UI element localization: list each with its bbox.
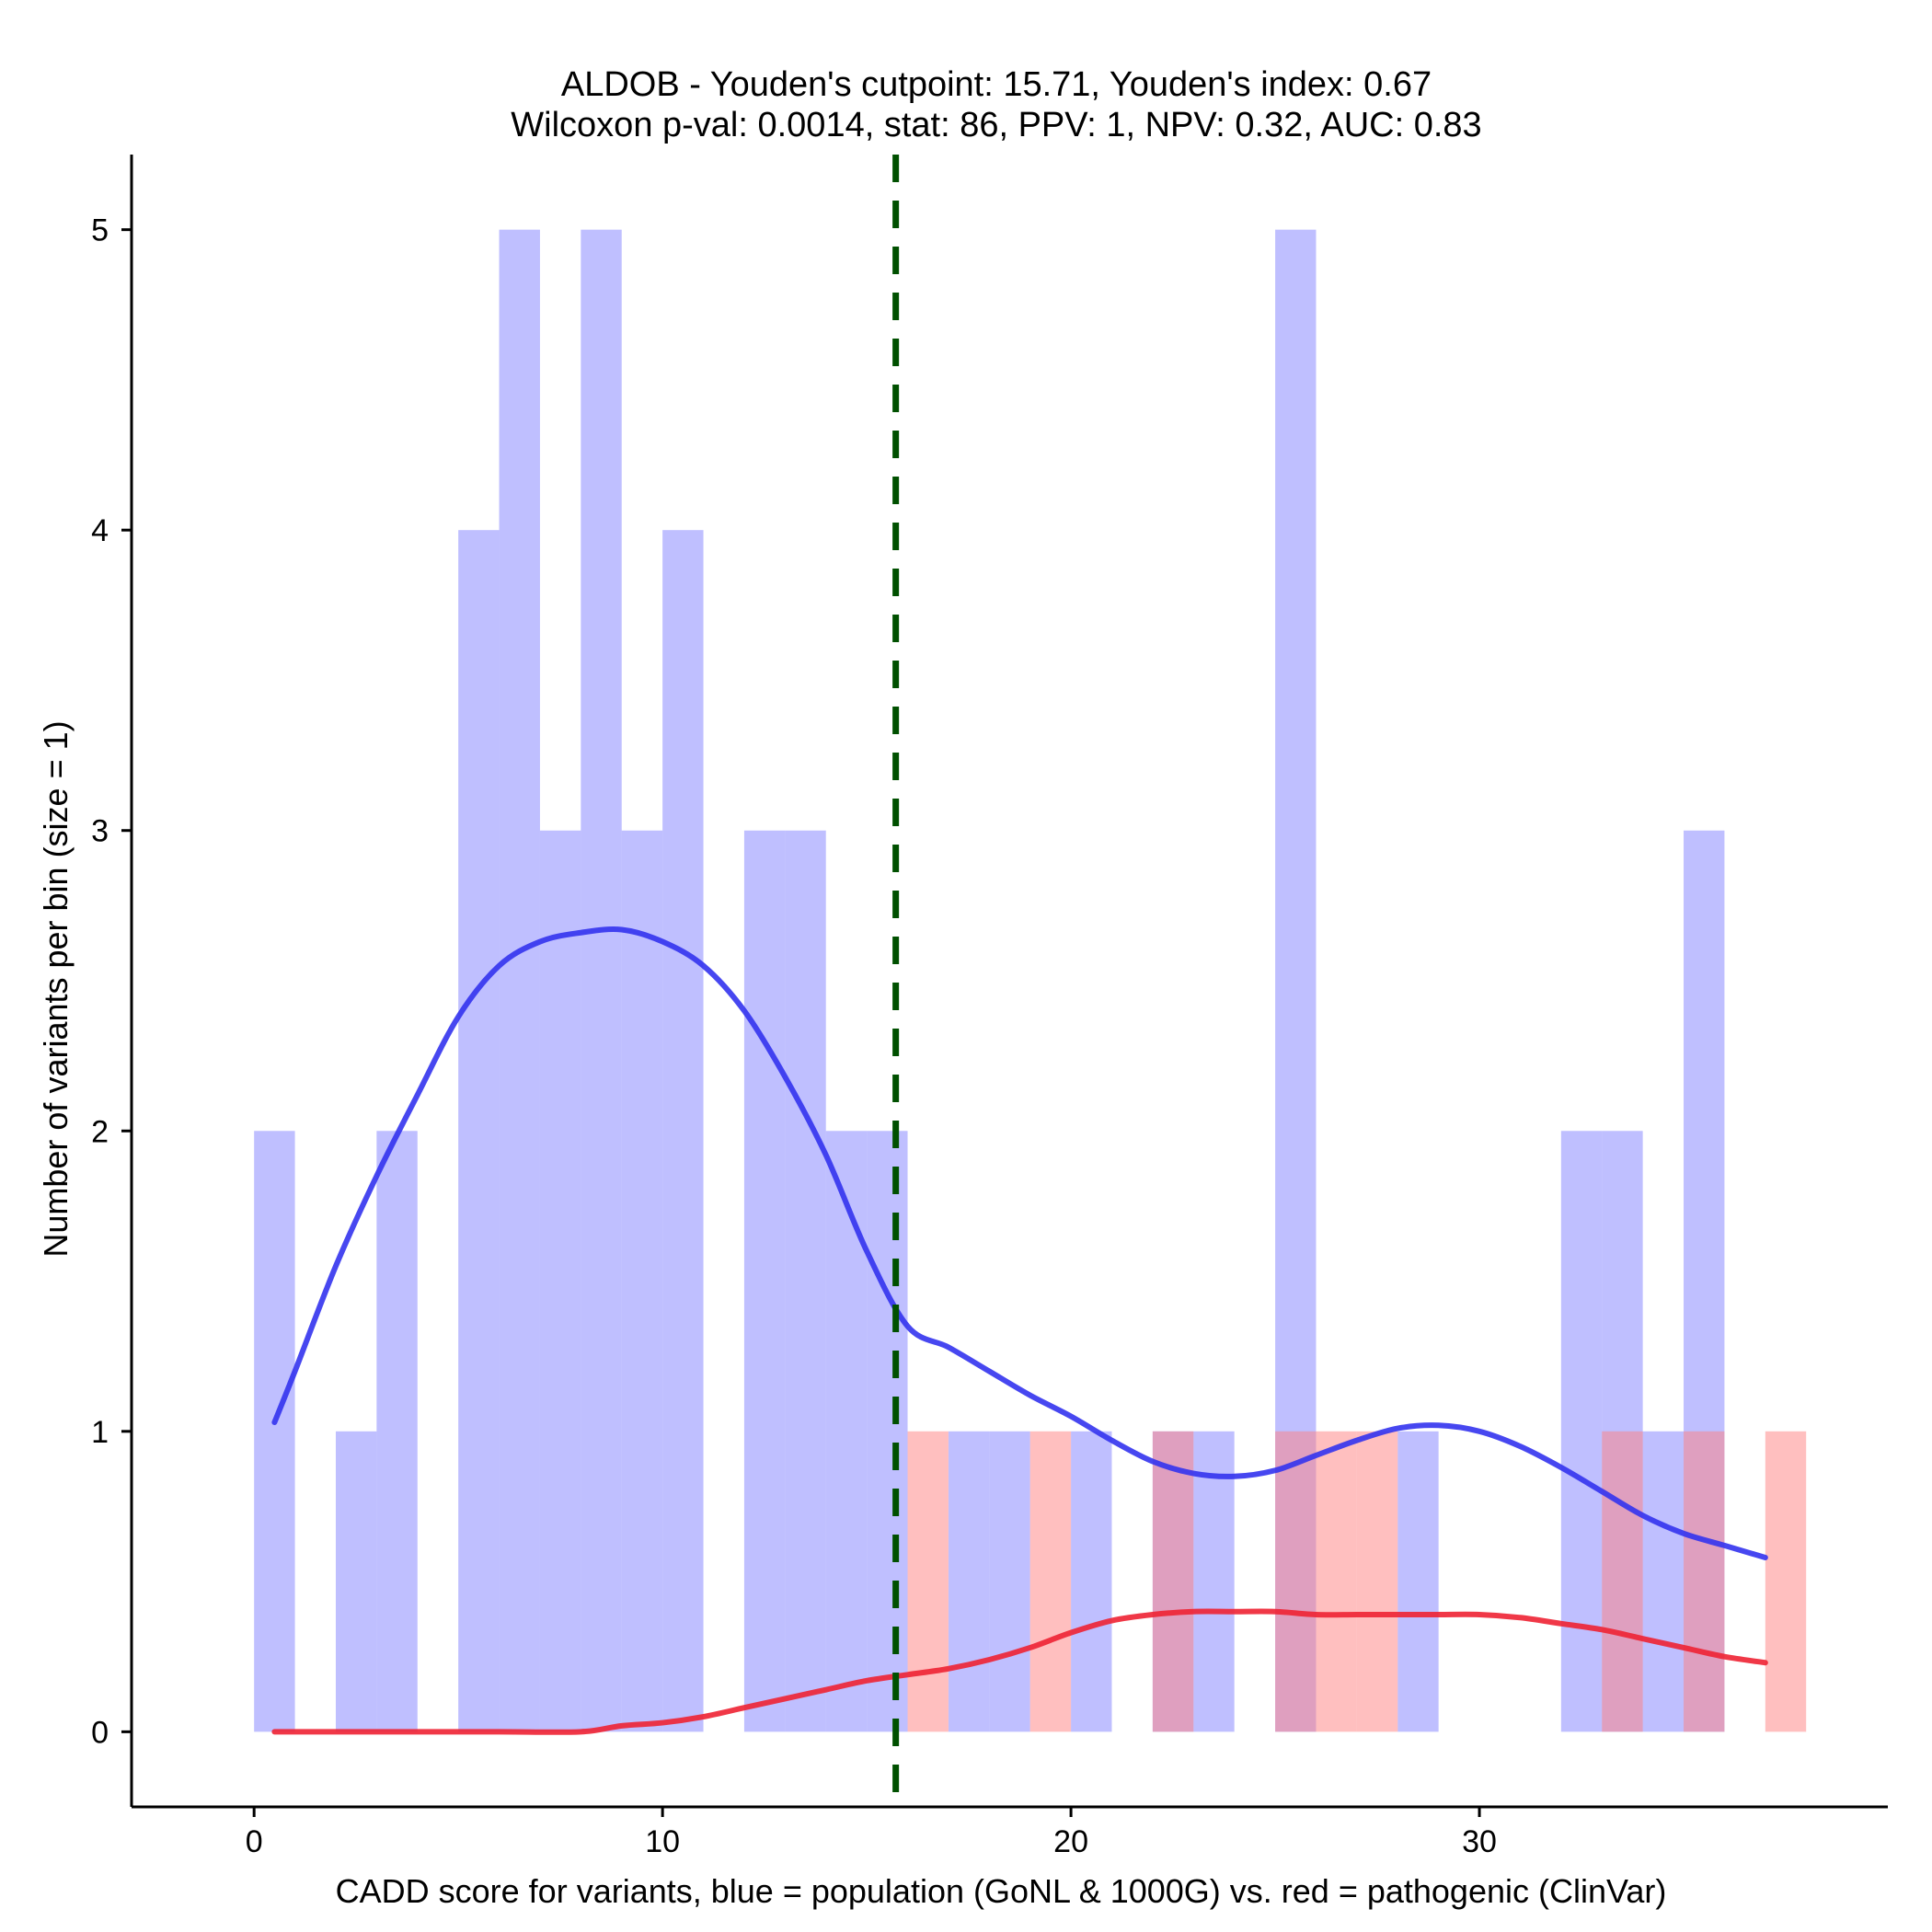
population-bar [1193,1431,1235,1732]
y-tick-label: 1 [91,1415,109,1450]
pathogenic-bar [1684,1431,1725,1732]
population-bar [1560,1131,1603,1732]
pathogenic-bar [1316,1431,1357,1732]
y-axis-label: Number of variants per bin (size = 1) [37,720,75,1257]
population-density-line [271,926,1768,1560]
pathogenic-bar [907,1431,949,1732]
population-bar [335,1431,377,1732]
x-tick-label: 0 [246,1824,263,1859]
population-bar [376,1131,418,1732]
population-bar [948,1431,990,1732]
population-bar [785,830,826,1732]
pathogenic-bar [1602,1431,1643,1732]
population-bar [867,1131,908,1732]
y-tick-label: 4 [91,513,109,548]
population-bar [1397,1431,1439,1732]
pathogenic-bar [1152,1431,1194,1732]
chart-title: ALDOB - Youden's cutpoint: 15.71, Youden… [561,65,1432,104]
y-axis-ticks: 0 1 2 3 4 5 [91,213,132,1750]
population-bar [825,1131,868,1732]
pathogenic-density-line [271,1608,1768,1735]
axes [130,155,1888,1809]
population-bar [581,229,622,1732]
density-lines [271,926,1768,1735]
population-bar [621,830,663,1732]
population-bar [499,229,540,1732]
population-bar [254,1131,295,1732]
chart-subtitle: Wilcoxon p-val: 0.0014, stat: 86, PPV: 1… [511,106,1481,144]
y-tick-label: 3 [91,814,109,849]
y-tick-label: 2 [91,1114,109,1149]
population-bar [1642,1431,1685,1732]
pathogenic-bar [1275,1431,1317,1732]
pathogenic-bar [1765,1431,1807,1732]
population-bars [254,229,1725,1732]
population-bar [458,530,500,1732]
x-tick-label: 20 [1053,1824,1088,1859]
pathogenic-bar [1029,1431,1072,1732]
x-tick-label: 10 [645,1824,680,1859]
population-bar [743,830,786,1732]
y-tick-label: 0 [91,1715,109,1750]
x-axis-ticks: 0 10 20 30 [246,1807,1497,1859]
y-tick-label: 5 [91,213,109,248]
x-tick-label: 30 [1462,1824,1497,1859]
x-axis-label: CADD score for variants, blue = populati… [336,1872,1667,1910]
pathogenic-bar [1356,1431,1398,1732]
population-bar [662,530,704,1732]
population-bar [989,1431,1030,1732]
pathogenic-bars [907,1431,1807,1732]
population-bar [1071,1431,1112,1732]
population-bar [539,830,581,1732]
